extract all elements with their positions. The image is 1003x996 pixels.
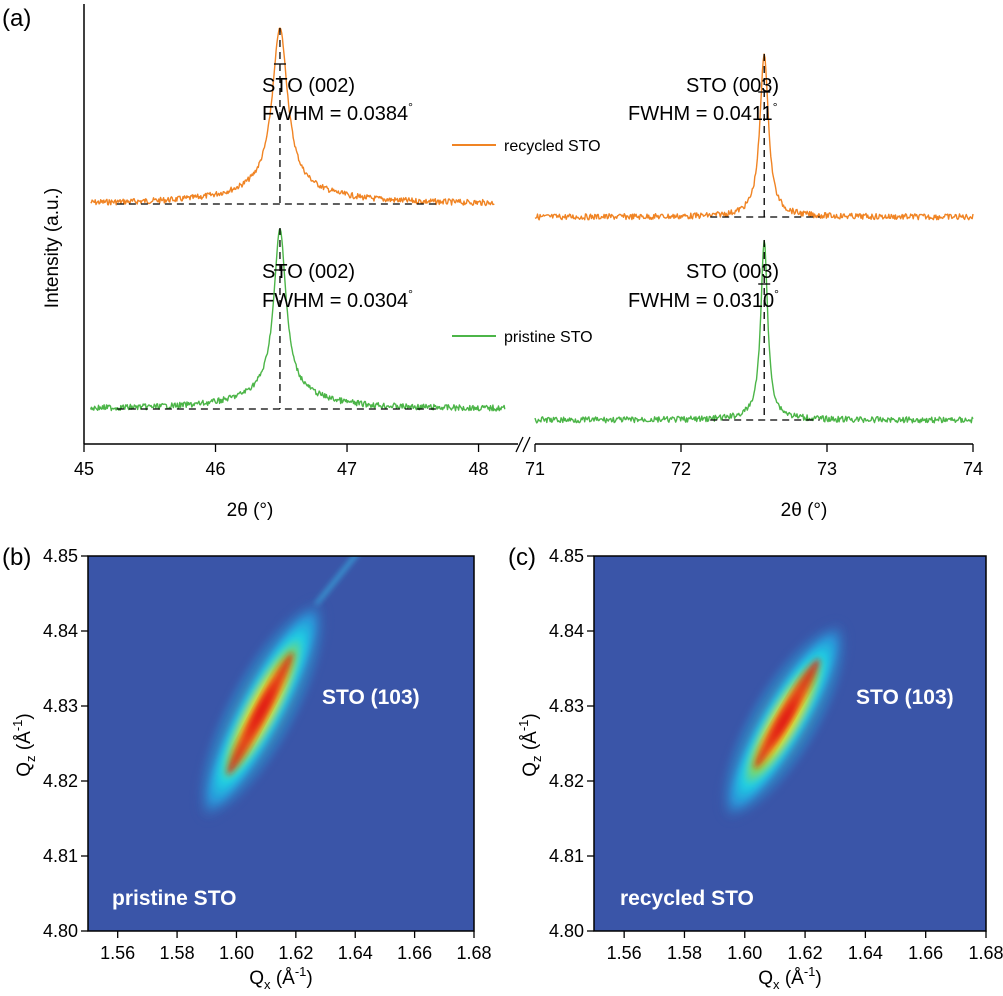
legend-pristine: pristine STO [452, 329, 593, 346]
panel-c-y-tick-label-4.81: 4.81 [549, 846, 584, 866]
panel-c-frame [593, 555, 987, 932]
panel-b-ticks: 1.56 1.58 1.60 1.62 1.64 1.66 1.68 4.80 4.81 4.82… [43, 546, 492, 963]
panel-b-peak-label: STO (103) [322, 686, 420, 709]
panel-c-letter: (c) [508, 544, 536, 571]
trace-002-recycled [90, 27, 495, 207]
panel-c-y-tick-label-4.80: 4.80 [549, 921, 584, 941]
panel-c-y-tick-label-4.82: 4.82 [549, 771, 584, 791]
panel-a-x-axis-title-left: 2θ (°) [227, 500, 274, 521]
panel-c-rsm-recycled: (c) 1.56 1.58 1.60 1.62 1.64 1.66 1.68 4.80 4.81… [508, 544, 1003, 992]
panel-b-frame [87, 555, 475, 932]
panel-a-dashed-guides [116, 28, 820, 421]
panel-a-x-axis-title-right: 2θ (°) [781, 500, 828, 521]
panel-b-diffuse-streak [314, 556, 358, 606]
panel-b-x-tick-label-1.56: 1.56 [100, 943, 135, 963]
panel-b-y-axis-title: Qz (Å-1) [10, 713, 38, 776]
peak-label-002-recycled: STO (002) [262, 75, 355, 97]
panel-b-x-tick-label-1.64: 1.64 [338, 943, 373, 963]
x-tick-label-45: 45 [74, 459, 94, 479]
panel-b-y-tick-label-4.83: 4.83 [43, 696, 78, 716]
panel-a-letter: (a) [2, 5, 31, 32]
panel-a-xrd-scans: (a) 45 46 47 48 71 72 73 74 Intensity (a.u.) 2θ… [2, 4, 983, 521]
panel-c-x-tick-label-1.58: 1.58 [667, 943, 702, 963]
panel-c-intensity-blob [715, 616, 853, 826]
panel-b-x-tick-label-1.62: 1.62 [278, 943, 313, 963]
panel-b-x-tick-label-1.66: 1.66 [397, 943, 432, 963]
panel-c-y-axis-title: Qz (Å-1) [516, 713, 544, 776]
fwhm-002-pristine: FWHM = 0.0304° [262, 287, 413, 312]
fwhm-002-recycled: FWHM = 0.0384° [262, 100, 413, 125]
panel-b-letter: (b) [2, 544, 31, 571]
panel-a-ticks: 45 46 47 48 71 72 73 74 [74, 444, 983, 479]
legend-label-recycled: recycled STO [504, 138, 601, 155]
panel-b-x-axis-title: Qx (Å-1) [249, 964, 312, 992]
x-tick-label-71: 71 [525, 459, 545, 479]
panel-b-y-tick-label-4.81: 4.81 [43, 846, 78, 866]
legend-recycled: recycled STO [452, 138, 601, 155]
panel-c-y-tick-label-4.85: 4.85 [549, 546, 584, 566]
panel-b-x-tick-label-1.60: 1.60 [219, 943, 254, 963]
panel-b-y-tick-label-4.84: 4.84 [43, 621, 78, 641]
trace-003-pristine [534, 239, 974, 424]
panel-c-y-tick-label-4.83: 4.83 [549, 696, 584, 716]
panel-c-peak-label: STO (103) [856, 686, 954, 709]
panel-b-blob-peak [227, 652, 294, 775]
axis-break-mark-2 [522, 436, 531, 453]
panel-b-rsm-pristine: (b) 1.56 1.58 1.60 1.62 1.64 1.66 1.68 4.80 4.81… [2, 544, 492, 992]
panel-b-y-tick-label-4.82: 4.82 [43, 771, 78, 791]
panel-c-y-tick-label-4.84: 4.84 [549, 621, 584, 641]
panel-c-x-tick-label-1.64: 1.64 [848, 943, 883, 963]
fwhm-003-pristine: FWHM = 0.0310° [628, 287, 779, 312]
peak-label-003-recycled: STO (003) [686, 75, 779, 97]
panel-a-traces [89, 27, 974, 424]
panel-b-y-tick-label-4.85: 4.85 [43, 546, 78, 566]
panel-a-y-axis-title: Intensity (a.u.) [42, 188, 63, 308]
panel-b-x-tick-label-1.58: 1.58 [160, 943, 195, 963]
peak-label-002-pristine: STO (002) [262, 261, 355, 283]
panel-c-x-tick-label-1.60: 1.60 [727, 943, 762, 963]
panel-c-ticks: 1.56 1.58 1.60 1.62 1.64 1.66 1.68 4.80 4.81 4.82… [549, 546, 1003, 963]
panel-c-blob-peak [754, 658, 820, 769]
panel-b-x-tick-label-1.68: 1.68 [456, 943, 491, 963]
x-tick-label-48: 48 [469, 459, 489, 479]
panel-b-intensity-blob [192, 556, 358, 826]
trace-003-recycled [534, 53, 974, 221]
panel-b-y-tick-label-4.80: 4.80 [43, 921, 78, 941]
x-tick-label-73: 73 [817, 459, 837, 479]
panel-c-x-axis-title: Qx (Å-1) [758, 964, 821, 992]
x-tick-label-46: 46 [205, 459, 225, 479]
axis-break-mark-1 [515, 436, 524, 453]
panel-c-sample-label: recycled STO [620, 887, 754, 910]
peak-label-003-pristine: STO (003) [686, 261, 779, 283]
x-tick-label-72: 72 [671, 459, 691, 479]
trace-002-pristine [89, 228, 506, 412]
x-tick-label-47: 47 [337, 459, 357, 479]
legend-label-pristine: pristine STO [504, 329, 593, 346]
x-tick-label-74: 74 [963, 459, 983, 479]
panel-b-sample-label: pristine STO [112, 887, 236, 910]
panel-c-x-tick-label-1.62: 1.62 [788, 943, 823, 963]
fwhm-003-recycled: FWHM = 0.0411° [628, 100, 778, 125]
panel-c-x-tick-label-1.68: 1.68 [968, 943, 1003, 963]
panel-c-x-tick-label-1.56: 1.56 [607, 943, 642, 963]
panel-c-x-tick-label-1.66: 1.66 [908, 943, 943, 963]
